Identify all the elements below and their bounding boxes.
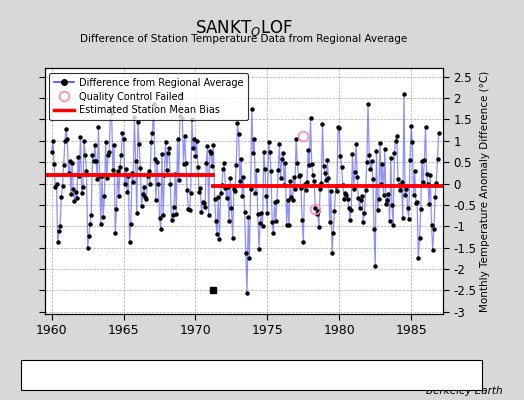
Text: Record Gap: Record Gap (136, 370, 196, 380)
Text: Time of Obs. Change: Time of Obs. Change (225, 370, 330, 380)
Legend: Difference from Regional Average, Quality Control Failed, Estimated Station Mean: Difference from Regional Average, Qualit… (49, 73, 248, 120)
Text: SANKT$_O$LOF: SANKT$_O$LOF (194, 18, 293, 38)
Text: ■: ■ (351, 370, 362, 380)
Text: Station Move: Station Move (45, 370, 112, 380)
Text: ◆: ◆ (35, 370, 43, 380)
Text: ▼: ▼ (216, 370, 224, 380)
Text: ▲: ▲ (127, 370, 135, 380)
Text: Empirical Break: Empirical Break (362, 370, 441, 380)
Text: Difference of Station Temperature Data from Regional Average: Difference of Station Temperature Data f… (80, 34, 407, 44)
Y-axis label: Monthly Temperature Anomaly Difference (°C): Monthly Temperature Anomaly Difference (… (481, 70, 490, 312)
Text: Berkeley Earth: Berkeley Earth (427, 386, 503, 396)
